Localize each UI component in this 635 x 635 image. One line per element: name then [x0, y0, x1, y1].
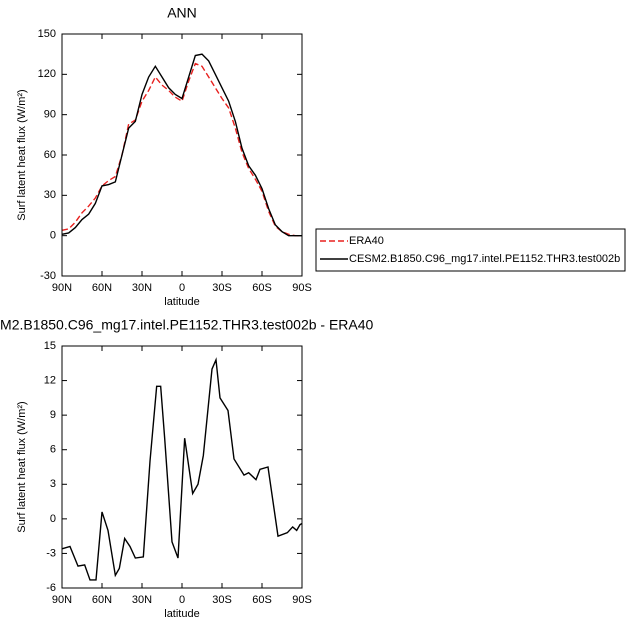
y-tick-label: -3 — [46, 547, 56, 559]
x-tick-label: 90N — [52, 282, 72, 294]
x-tick-label: 60S — [252, 282, 272, 294]
x-tick-label: 90S — [292, 282, 312, 294]
x-axis-label: latitude — [164, 296, 199, 308]
y-tick-label: 15 — [44, 340, 56, 352]
data-line — [61, 357, 303, 581]
chart-title: ANN — [167, 5, 197, 21]
legend-label: ERA40 — [349, 235, 384, 247]
x-tick-label: 0 — [179, 282, 185, 294]
y-tick-label: 90 — [44, 109, 56, 121]
data-line — [61, 53, 302, 237]
y-tick-label: 0 — [50, 230, 56, 242]
y-tick-label: 9 — [50, 409, 56, 421]
x-tick-label: 90N — [52, 594, 72, 606]
data-line — [61, 62, 302, 237]
y-tick-label: 6 — [50, 444, 56, 456]
x-tick-label: 60S — [252, 594, 272, 606]
chart-title: SM2.B1850.C96_mg17.intel.PE1152.THR3.tes… — [0, 317, 374, 333]
y-tick-label: -6 — [46, 582, 56, 594]
legend-label: CESM2.B1850.C96_mg17.intel.PE1152.THR3.t… — [349, 253, 620, 265]
x-tick-label: 30N — [132, 282, 152, 294]
y-axis-label: Surf latent heat flux (W/m²) — [16, 89, 28, 220]
y-tick-label: 0 — [50, 513, 56, 525]
y-tick-label: 30 — [44, 189, 56, 201]
y-tick-label: 3 — [50, 478, 56, 490]
y-axis-label: Surf latent heat flux (W/m²) — [16, 401, 28, 532]
y-tick-label: 120 — [38, 68, 56, 80]
y-tick-label: 60 — [44, 149, 56, 161]
x-axis-label: latitude — [164, 608, 199, 620]
plot-frame — [61, 345, 303, 589]
y-tick-label: 12 — [44, 374, 56, 386]
x-tick-label: 30S — [212, 594, 232, 606]
x-tick-label: 60N — [92, 594, 112, 606]
x-tick-label: 60N — [92, 282, 112, 294]
y-tick-label: 150 — [38, 28, 56, 40]
x-tick-label: 0 — [179, 594, 185, 606]
x-tick-label: 30S — [212, 282, 232, 294]
legend-box — [315, 228, 626, 272]
plot-frame — [61, 33, 303, 277]
x-tick-label: 90S — [292, 594, 312, 606]
x-tick-label: 30N — [132, 594, 152, 606]
y-tick-label: -30 — [40, 270, 56, 282]
